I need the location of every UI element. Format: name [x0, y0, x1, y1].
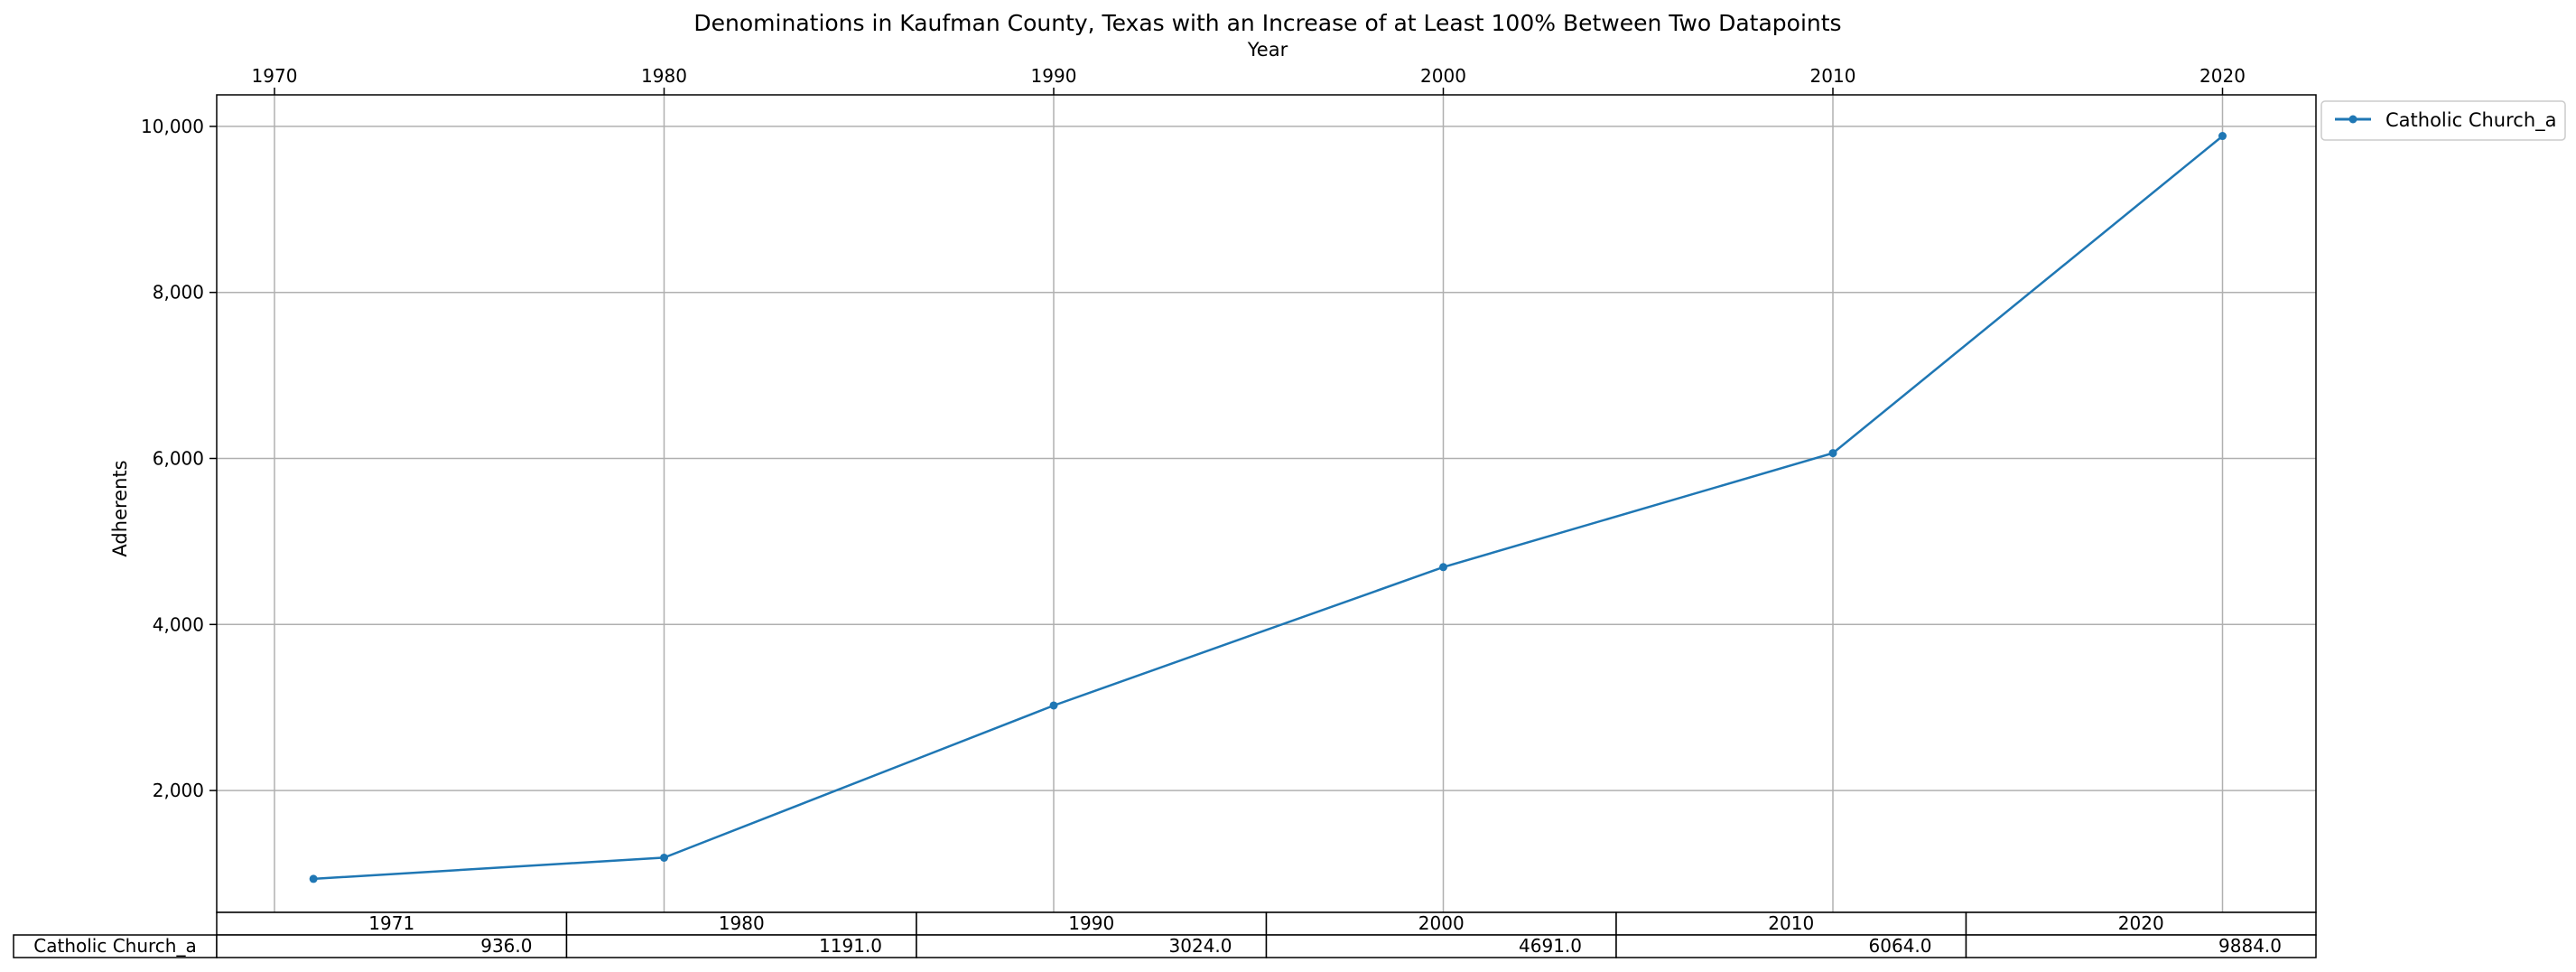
- x-tick-label: 1980: [641, 65, 687, 87]
- table-column-header: 1980: [719, 912, 765, 934]
- legend-marker-swatch: [2348, 115, 2357, 124]
- y-tick-label: 2,000: [153, 780, 204, 801]
- grid: [217, 95, 2316, 912]
- legend-frame: [2320, 100, 2566, 141]
- table-cell-value: 6064.0: [1869, 935, 1932, 957]
- y-tick-label: 4,000: [153, 613, 204, 635]
- table-cell-value: 3024.0: [1169, 935, 1232, 957]
- data-table: 1971 1980 1990 2000 2010 2020 Catholic Church_…: [13, 911, 2317, 958]
- data-point: [1049, 701, 1058, 710]
- y-tick-label: 8,000: [153, 282, 204, 304]
- table-row-label: Catholic Church_a: [33, 935, 196, 957]
- table-header-cell: [1965, 911, 2317, 936]
- table-header-cell: [1265, 911, 1617, 936]
- x-tick-label: 2020: [2199, 65, 2246, 87]
- x-tick-label: 1970: [252, 65, 298, 87]
- x-tick-label: 2000: [1420, 65, 1466, 87]
- data-point: [1439, 563, 1447, 572]
- table-header-cell: [1615, 911, 1967, 936]
- y-tick-label: 6,000: [153, 448, 204, 470]
- table-cell-value: 4691.0: [1519, 935, 1582, 957]
- table-column-header: 2020: [2118, 912, 2164, 934]
- x-axis-label: Year: [1247, 39, 1288, 61]
- legend: Catholic Church_a: [2320, 100, 2566, 141]
- table-cell-value: 1191.0: [819, 935, 882, 957]
- table-cell: [1965, 934, 2317, 958]
- table-column-header: 1971: [368, 912, 414, 934]
- table-cell: [1265, 934, 1617, 958]
- y-axis-label: Adherents: [109, 460, 131, 556]
- data-point: [309, 874, 318, 883]
- table-cell-value: 9884.0: [2218, 935, 2282, 957]
- table-column-header: 1990: [1068, 912, 1114, 934]
- x-tick-label: 1990: [1031, 65, 1077, 87]
- table-cell-value: 936.0: [480, 935, 532, 957]
- y-tick-label: 10,000: [141, 116, 204, 137]
- table-row-label-cell: [13, 934, 218, 958]
- table-column-header: 2000: [1418, 912, 1465, 934]
- data-point: [2218, 132, 2227, 141]
- table-cell: [216, 934, 568, 958]
- x-tick-label: 2010: [1810, 65, 1856, 87]
- table-cell: [916, 934, 1268, 958]
- legend-label: Catholic Church_a: [2385, 109, 2557, 132]
- data-point: [660, 853, 668, 862]
- table-column-header: 2010: [1768, 912, 1814, 934]
- series-layer: [309, 132, 2227, 883]
- chart-title: Denominations in Kaufman County, Texas w…: [693, 10, 1841, 36]
- series-line: [313, 135, 2224, 881]
- data-point: [1828, 449, 1837, 458]
- table-header-cell: [216, 911, 568, 936]
